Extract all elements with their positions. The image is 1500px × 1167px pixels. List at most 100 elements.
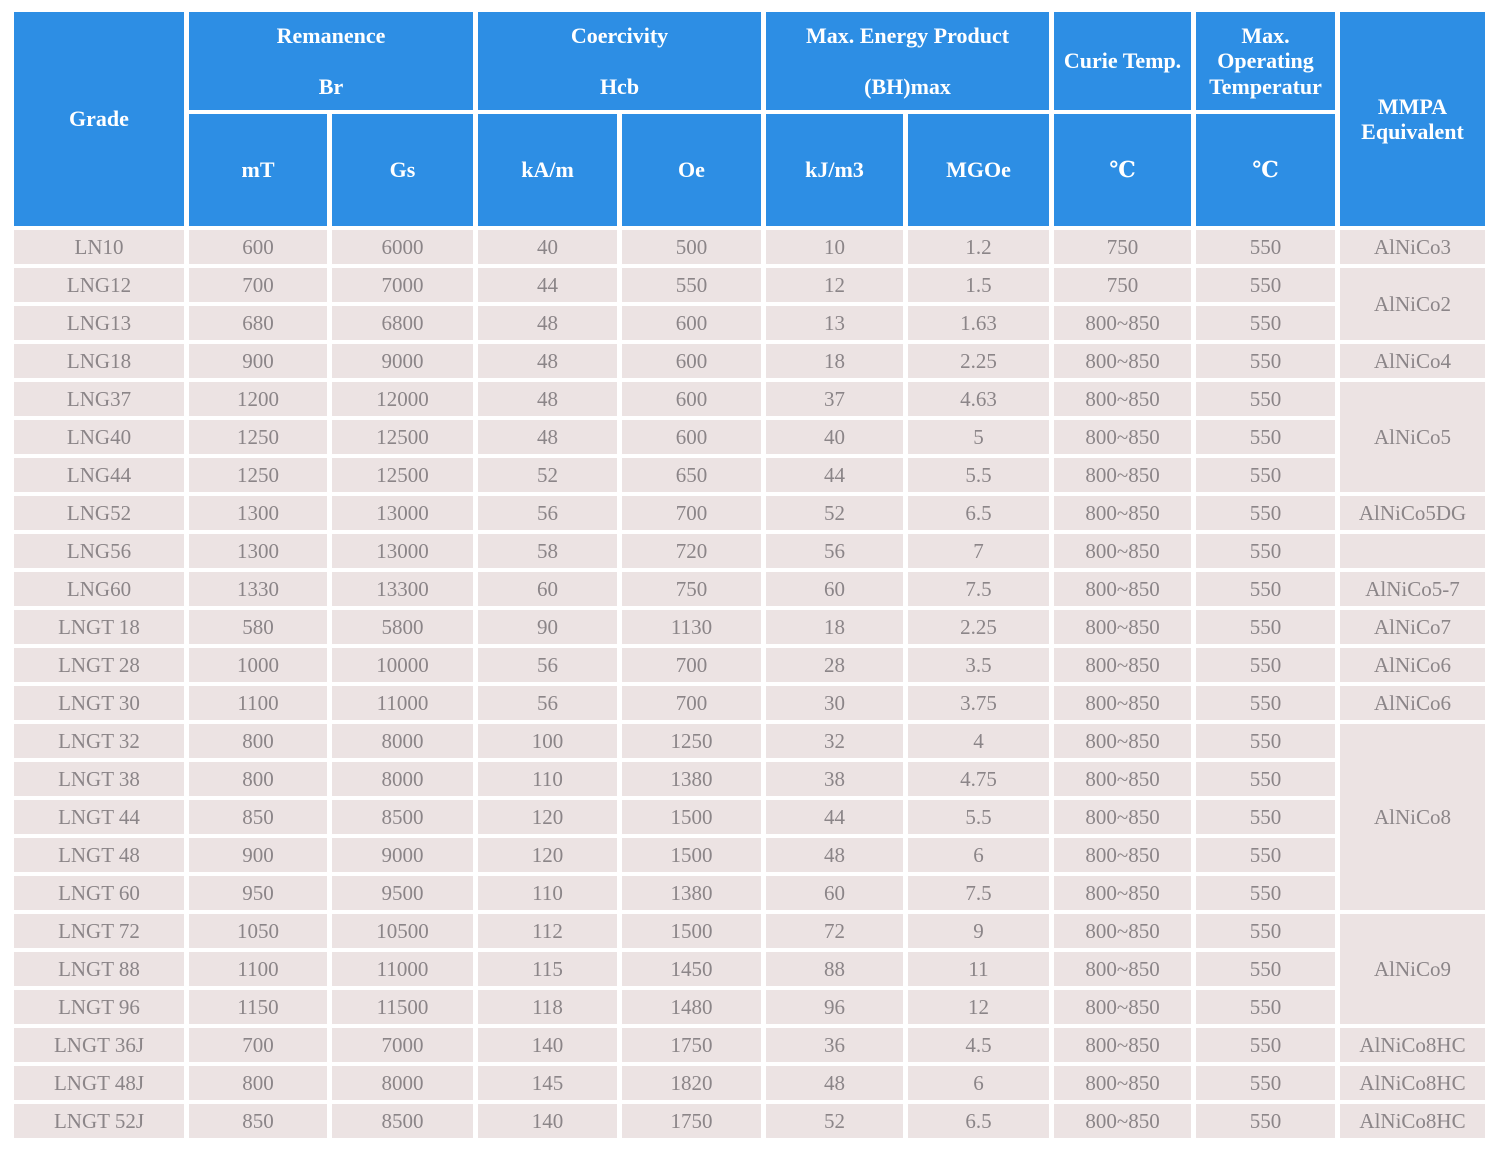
gs-cell: 6800 bbox=[332, 306, 473, 340]
energy-product-symbol: (BH)max bbox=[864, 74, 951, 99]
kj-cell: 30 bbox=[766, 686, 903, 720]
table-row: LNGT 32 800 8000 100 1250 32 4 800~850 550 AlNiCo… bbox=[14, 724, 1486, 910]
unit-header-oe: Oe bbox=[622, 114, 761, 226]
oe-cell: 1500 bbox=[622, 914, 761, 948]
curie-cell: 800~850 bbox=[1054, 1066, 1192, 1100]
mmpa-equivalent-cell: AlNiCo5-7 bbox=[1340, 572, 1486, 606]
kam-cell: 90 bbox=[478, 610, 617, 644]
curie-cell: 800~850 bbox=[1054, 420, 1192, 454]
kam-cell: 110 bbox=[478, 762, 617, 796]
oe-cell: 1480 bbox=[622, 990, 761, 1024]
mt-cell: 950 bbox=[189, 876, 327, 910]
curie-cell: 800~850 bbox=[1054, 762, 1192, 796]
grade-cell: LNG52 bbox=[14, 496, 184, 530]
oe-cell: 1450 bbox=[622, 952, 761, 986]
curie-cell: 800~850 bbox=[1054, 838, 1192, 872]
table-row: LNG12 700 7000 44 550 12 1.5 750 550 AlNiCo2 bbox=[14, 268, 1486, 340]
oe-cell: 1130 bbox=[622, 610, 761, 644]
header-row-units: mT Gs kA/m Oe kJ/m3 MGOe ℃ ℃ bbox=[14, 114, 1485, 226]
oe-cell: 1820 bbox=[622, 1066, 761, 1100]
kj-cell: 52 bbox=[766, 1104, 903, 1138]
mmpa-equivalent-cell: AlNiCo6 bbox=[1340, 686, 1486, 720]
mt-cell: 700 bbox=[189, 268, 327, 302]
mt-cell: 1250 bbox=[189, 420, 327, 454]
maxop-cell: 550 bbox=[1196, 344, 1336, 378]
maxop-cell: 550 bbox=[1196, 838, 1336, 872]
kj-cell: 52 bbox=[766, 496, 903, 530]
grade-cell: LNGT 48 bbox=[14, 838, 184, 872]
mt-cell: 1300 bbox=[189, 496, 327, 530]
max-operating-line-2: Operating bbox=[1217, 48, 1314, 74]
grade-cell: LNG12 bbox=[14, 268, 184, 302]
gs-cell: 6000 bbox=[332, 230, 473, 264]
mmpa-equivalent-cell: AlNiCo8 bbox=[1340, 724, 1486, 910]
maxop-cell: 550 bbox=[1196, 1028, 1336, 1062]
unit-header-maxop-celsius: ℃ bbox=[1196, 114, 1336, 226]
grade-cell: LNG56 bbox=[14, 534, 184, 568]
mt-cell: 1050 bbox=[189, 914, 327, 948]
mgoe-cell: 12 bbox=[908, 990, 1050, 1024]
oe-cell: 650 bbox=[622, 458, 761, 492]
mt-cell: 1000 bbox=[189, 648, 327, 682]
grade-cell: LNGT 30 bbox=[14, 686, 184, 720]
table-row: LNGT 48J 800 8000 145 1820 48 6 800~850 550 AlNiC… bbox=[14, 1066, 1486, 1100]
table-row: LNG60 1330 13300 60 750 60 7.5 800~850 550 AlNiCo… bbox=[14, 572, 1486, 606]
mgoe-cell: 4.5 bbox=[908, 1028, 1050, 1062]
col-header-mmpa: MMPA Equivalent bbox=[1340, 12, 1486, 226]
table-row: LNGT 96 1150 11500 118 1480 96 12 800~850 550 bbox=[14, 990, 1485, 1024]
table-row: LNGT 28 1000 10000 56 700 28 3.5 800~850 550 AlNi… bbox=[14, 648, 1486, 682]
mt-cell: 900 bbox=[189, 344, 327, 378]
unit-header-kjm3: kJ/m3 bbox=[766, 114, 903, 226]
oe-cell: 550 bbox=[622, 268, 761, 302]
oe-cell: 720 bbox=[622, 534, 761, 568]
mgoe-cell: 1.2 bbox=[908, 230, 1050, 264]
oe-cell: 500 bbox=[622, 230, 761, 264]
curie-cell: 750 bbox=[1054, 268, 1192, 302]
oe-cell: 700 bbox=[622, 496, 761, 530]
maxop-cell: 550 bbox=[1196, 724, 1336, 758]
mmpa-equivalent-cell bbox=[1340, 534, 1486, 568]
col-header-energy-product: Max. Energy Product (BH)max bbox=[766, 12, 1050, 110]
gs-cell: 9000 bbox=[332, 344, 473, 378]
kam-cell: 120 bbox=[478, 838, 617, 872]
col-header-grade: Grade bbox=[14, 12, 184, 226]
gs-cell: 11000 bbox=[332, 686, 473, 720]
oe-cell: 1380 bbox=[622, 762, 761, 796]
kj-cell: 40 bbox=[766, 420, 903, 454]
maxop-cell: 550 bbox=[1196, 496, 1336, 530]
header-row-group: Grade Remanence Br Coercivity Hcb Max. E… bbox=[14, 12, 1486, 226]
kam-cell: 48 bbox=[478, 382, 617, 416]
kam-cell: 58 bbox=[478, 534, 617, 568]
kam-cell: 115 bbox=[478, 952, 617, 986]
kam-cell: 56 bbox=[478, 496, 617, 530]
gs-cell: 10000 bbox=[332, 648, 473, 682]
gs-cell: 13300 bbox=[332, 572, 473, 606]
curie-cell: 800~850 bbox=[1054, 344, 1192, 378]
mgoe-cell: 5.5 bbox=[908, 800, 1050, 834]
kj-cell: 48 bbox=[766, 1066, 903, 1100]
max-operating-line-1: Max. bbox=[1241, 23, 1290, 49]
maxop-cell: 550 bbox=[1196, 230, 1336, 264]
curie-cell: 800~850 bbox=[1054, 610, 1192, 644]
mgoe-cell: 4 bbox=[908, 724, 1050, 758]
oe-cell: 1750 bbox=[622, 1028, 761, 1062]
curie-cell: 800~850 bbox=[1054, 458, 1192, 492]
oe-cell: 750 bbox=[622, 572, 761, 606]
col-header-remanence: Remanence Br bbox=[189, 12, 473, 110]
mmpa-line-2: Equivalent bbox=[1361, 119, 1464, 144]
grade-cell: LNG60 bbox=[14, 572, 184, 606]
mt-cell: 850 bbox=[189, 1104, 327, 1138]
maxop-cell: 550 bbox=[1196, 382, 1336, 416]
gs-cell: 8000 bbox=[332, 1066, 473, 1100]
kam-cell: 112 bbox=[478, 914, 617, 948]
mt-cell: 1150 bbox=[189, 990, 327, 1024]
maxop-cell: 550 bbox=[1196, 762, 1336, 796]
mmpa-equivalent-cell: AlNiCo5 bbox=[1340, 382, 1486, 492]
table-row: LNG13 680 6800 48 600 13 1.63 800~850 550 bbox=[14, 306, 1485, 340]
gs-cell: 12500 bbox=[332, 420, 473, 454]
mgoe-cell: 9 bbox=[908, 914, 1050, 948]
grade-cell: LNG18 bbox=[14, 344, 184, 378]
mmpa-equivalent-cell: AlNiCo4 bbox=[1340, 344, 1486, 378]
table-row: LNGT 88 1100 11000 115 1450 88 11 800~850 550 bbox=[14, 952, 1485, 986]
col-header-curie-temp: Curie Temp. bbox=[1054, 12, 1192, 110]
